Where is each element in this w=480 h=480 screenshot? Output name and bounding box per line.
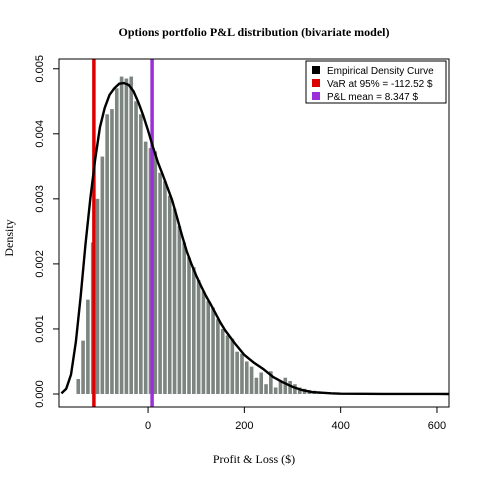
histogram-bar	[197, 280, 201, 394]
legend-swatch	[312, 66, 320, 74]
chart-title: Options portfolio P&L distribution (biva…	[118, 25, 389, 39]
histogram-bar	[255, 378, 259, 394]
x-axis: 0 200 400 600	[145, 407, 446, 432]
x-tick-label: 0	[145, 420, 151, 432]
histogram-bar	[221, 329, 225, 394]
histogram-bar	[115, 88, 119, 394]
histogram-bar	[178, 226, 182, 394]
x-tick-label: 600	[428, 420, 446, 432]
legend-items: Empirical Density Curve VaR at 95% = -112…	[312, 66, 434, 103]
density-curve	[61, 83, 449, 394]
histogram-bar	[81, 341, 85, 394]
y-axis-label: Density	[2, 219, 16, 256]
y-tick-label: 0.002	[34, 250, 46, 278]
y-tick-label: 0.004	[34, 120, 46, 148]
y-tick-label: 0.001	[34, 315, 46, 343]
histogram-bar	[105, 114, 109, 394]
y-tick-label: 0.005	[34, 55, 46, 83]
x-axis-label: Profit & Loss ($)	[213, 452, 295, 466]
histogram-bar	[240, 354, 244, 394]
histogram-bar	[110, 109, 114, 394]
histogram-bar	[158, 173, 162, 394]
x-tick-label: 400	[331, 420, 349, 432]
histogram-bar	[216, 319, 220, 394]
x-tick-label: 200	[235, 420, 253, 432]
histogram-bar	[259, 373, 263, 394]
histogram-bar	[168, 196, 172, 394]
histogram-bar	[274, 387, 278, 394]
y-tick-label: 0.000	[34, 380, 46, 408]
histogram-bar	[245, 361, 249, 394]
histogram-bar	[173, 209, 177, 394]
histogram-bar	[163, 181, 167, 394]
histogram-bar	[153, 151, 157, 394]
histogram-bar	[96, 199, 100, 394]
legend: Empirical Density Curve VaR at 95% = -112…	[306, 61, 446, 103]
histogram-bar	[101, 157, 105, 394]
histogram-bars	[76, 77, 340, 394]
legend-label: VaR at 95% = -112.52 $	[327, 79, 433, 90]
y-axis: 0.000 0.001 0.002 0.003 0.004 0.005	[34, 55, 59, 408]
histogram-bar	[235, 352, 239, 394]
histogram-bar	[231, 339, 235, 394]
legend-label: P&L mean = 8.347 $	[327, 92, 419, 103]
histogram-bar	[125, 79, 129, 394]
histogram-bar	[76, 379, 80, 394]
histogram-bar	[182, 242, 186, 394]
histogram-bar	[283, 378, 287, 394]
histogram-bar	[192, 267, 196, 394]
legend-swatch	[312, 79, 320, 87]
histogram-bar	[250, 367, 254, 394]
histogram-bar	[226, 335, 230, 394]
histogram-bar	[129, 77, 133, 394]
histogram-bar	[264, 384, 268, 394]
histogram-bar	[86, 300, 90, 394]
histogram-bar	[211, 307, 215, 394]
histogram-bar	[202, 291, 206, 394]
histogram-bar	[187, 257, 191, 394]
histogram-bar	[134, 101, 138, 394]
y-tick-label: 0.003	[34, 185, 46, 213]
histogram-bar	[139, 114, 143, 394]
legend-label: Empirical Density Curve	[327, 66, 434, 77]
legend-swatch	[312, 92, 320, 100]
histogram-bar	[144, 142, 148, 394]
histogram-bar	[120, 77, 124, 394]
histogram-bar	[206, 301, 210, 394]
